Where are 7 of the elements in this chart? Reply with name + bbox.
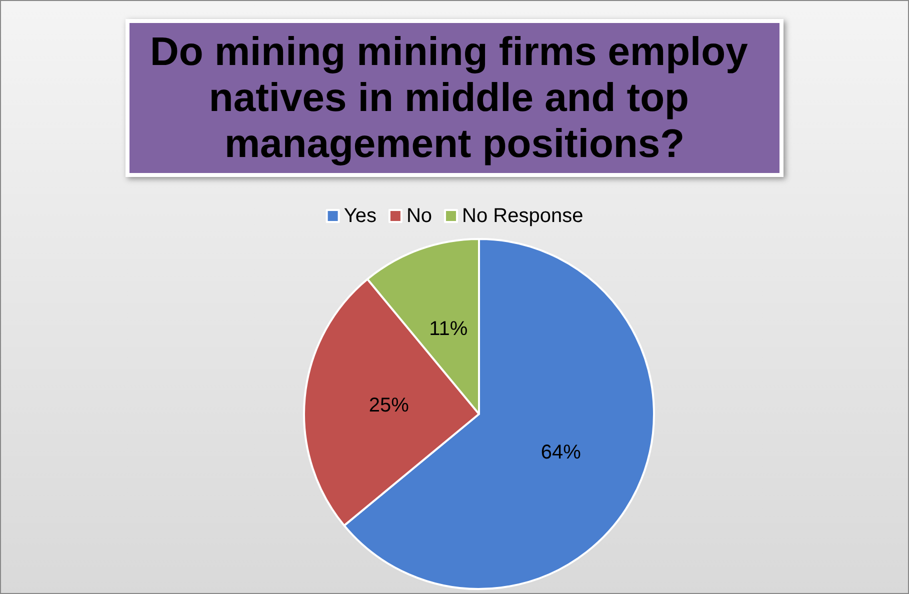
data-label: 11% [429,318,468,340]
data-label: 25% [368,394,410,416]
legend-label: Yes [344,205,376,227]
legend-label: No Response [462,205,584,227]
legend-label: No [406,205,432,227]
data-label: 64% [540,442,582,464]
chart-title: Do mining mining firms employ natives in middle and top management positions? [150,30,759,166]
